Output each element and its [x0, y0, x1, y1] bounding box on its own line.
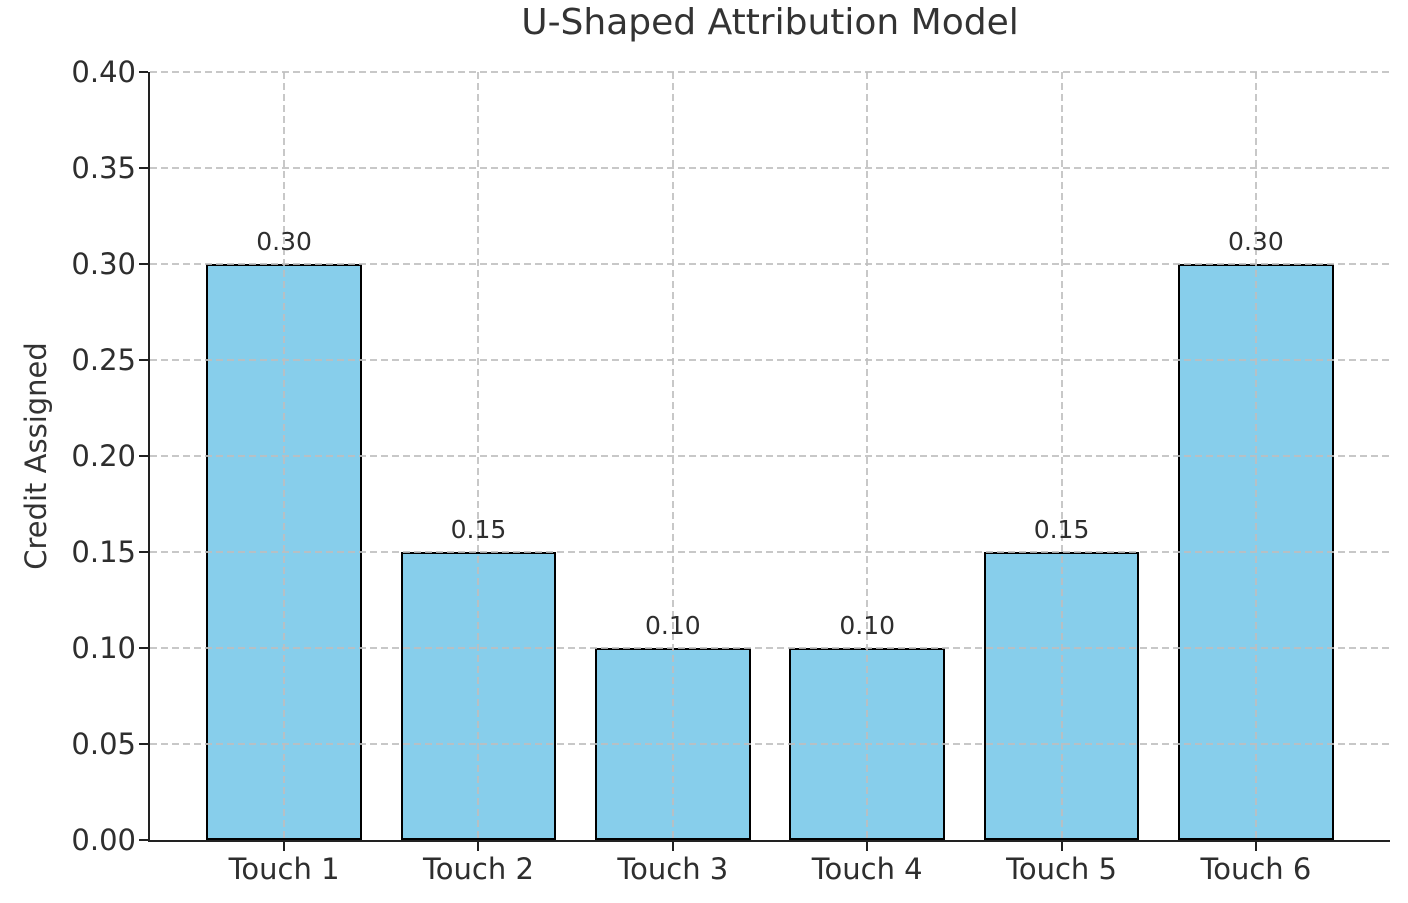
x-tick-label: Touch 4	[811, 852, 923, 886]
y-axis-tick	[139, 455, 148, 457]
y-tick-label: 0.30	[71, 247, 136, 281]
y-axis-tick-labels: 0.00 0.05 0.10 0.15 0.20 0.25 0.30 0.35 0.40	[0, 55, 136, 857]
x-axis-spine	[148, 840, 1390, 842]
y-tick-label: 0.15	[71, 535, 136, 569]
y-tick-label: 0.40	[71, 55, 136, 89]
x-tick-label: Touch 3	[617, 852, 729, 886]
x-axis-tick	[1060, 842, 1063, 851]
bar-value-label: 0.30	[256, 227, 312, 256]
bar-value-label: 0.10	[839, 611, 896, 640]
bar-touch-6	[1178, 264, 1334, 840]
bar-touch-3	[595, 648, 751, 840]
x-axis-tick	[1254, 842, 1257, 851]
y-tick-label: 0.35	[71, 151, 136, 185]
horizontal-gridline	[150, 71, 1390, 73]
y-axis-tick	[139, 839, 148, 841]
x-axis-tick-labels: Touch 1 Touch 2 Touch 3 Touch 4 Touch 5 Touch…	[150, 852, 1390, 892]
bar-touch-1	[206, 264, 362, 840]
y-axis-tick	[139, 359, 148, 361]
bar-value-label: 0.15	[1033, 515, 1090, 544]
x-axis-tick	[866, 842, 869, 851]
y-axis-tick	[139, 743, 148, 745]
y-tick-label: 0.10	[71, 631, 136, 665]
x-tick-label: Touch 6	[1200, 852, 1312, 886]
x-axis-tick	[477, 842, 480, 851]
y-axis-tick	[139, 647, 148, 649]
x-tick-label: Touch 1	[228, 852, 340, 886]
bar-value-label: 0.15	[450, 515, 507, 544]
y-tick-label: 0.20	[71, 439, 136, 473]
x-tick-label: Touch 2	[423, 852, 534, 886]
x-axis-tick	[283, 842, 286, 851]
y-axis-tick	[139, 167, 148, 169]
x-axis-tick	[671, 842, 674, 851]
y-tick-label: 0.05	[71, 727, 136, 761]
y-axis-spine	[148, 72, 150, 842]
bar-value-label: 0.30	[1228, 227, 1284, 256]
bar-touch-4	[789, 648, 945, 840]
y-axis-tick	[139, 71, 148, 73]
y-tick-label: 0.25	[71, 343, 136, 377]
bar-touch-5	[983, 552, 1140, 840]
x-tick-label: Touch 5	[1006, 852, 1117, 886]
bar-touch-2	[400, 552, 557, 840]
chart-title: U-Shaped Attribution Model	[521, 2, 1019, 43]
y-axis-tick	[139, 263, 148, 265]
y-axis-tick	[139, 551, 148, 553]
y-tick-label: 0.00	[71, 823, 136, 857]
horizontal-gridline	[150, 167, 1390, 169]
plot-area: 0.30 0.15 0.10 0.10 0.15 0.30	[139, 71, 1390, 851]
bar-value-label: 0.10	[644, 611, 701, 640]
